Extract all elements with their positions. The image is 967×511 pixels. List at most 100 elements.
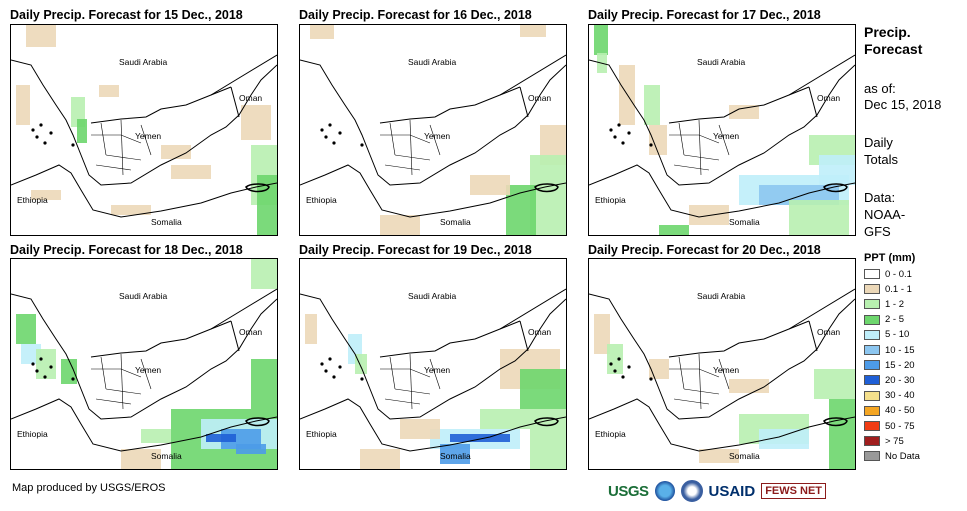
label-saudi-arabia: Saudi Arabia — [697, 291, 745, 301]
legend-class-row: 2 - 5 — [864, 314, 904, 326]
label-somalia: Somalia — [729, 451, 760, 461]
precip-area — [31, 190, 61, 200]
governorate-boundary — [678, 122, 685, 156]
precip-area — [206, 434, 236, 442]
africa-coastline — [300, 164, 566, 218]
panel-title-18-dec: Daily Precip. Forecast for 18 Dec., 2018 — [10, 243, 243, 257]
yemen-oman-border — [230, 320, 240, 352]
legend-swatch-label: 20 - 30 — [885, 374, 915, 386]
island-marker — [338, 365, 342, 369]
island-marker — [360, 143, 364, 147]
governorate-boundary — [120, 353, 124, 410]
governorate-boundary — [394, 388, 431, 395]
label-oman: Oman — [817, 327, 840, 337]
map-canvas: Saudi Arabia Oman Yemen Ethiopia Somalia — [589, 25, 855, 235]
governorate-boundary — [698, 353, 702, 410]
island-marker — [49, 131, 53, 135]
legend-swatch-label: No Data — [885, 450, 920, 462]
legend-swatch — [864, 390, 880, 401]
island-marker — [71, 377, 75, 381]
island-marker — [621, 141, 625, 145]
precip-area — [360, 449, 400, 469]
yemen-oman-border — [519, 320, 529, 352]
precip-area — [121, 449, 161, 469]
legend-swatch — [864, 345, 880, 355]
panel-title-15-dec: Daily Precip. Forecast for 15 Dec., 2018 — [10, 8, 243, 22]
precip-area — [699, 449, 739, 463]
precip-area — [16, 85, 30, 125]
legend-swatch-label: 10 - 15 — [885, 344, 915, 356]
label-saudi-arabia: Saudi Arabia — [408, 57, 456, 67]
island-marker — [332, 141, 336, 145]
precip-area — [829, 399, 855, 469]
legend-swatch-label: 15 - 20 — [885, 359, 915, 371]
socotra-island — [245, 417, 270, 427]
precip-area — [470, 175, 510, 195]
governorate-boundary — [409, 119, 413, 176]
island-marker — [609, 128, 613, 132]
map-canvas: Saudi Arabia Oman Yemen Ethiopia Somalia — [589, 288, 855, 469]
island-marker — [31, 128, 35, 132]
precip-area — [594, 25, 608, 55]
legend-class-row: 0.1 - 1 — [864, 283, 912, 295]
governorate-boundary — [120, 119, 124, 176]
precip-map-18-dec: Saudi Arabia Oman Yemen Ethiopia Somalia — [10, 258, 278, 470]
yemen-oman-border — [808, 320, 818, 352]
legend-swatch — [864, 421, 880, 431]
label-yemen: Yemen — [713, 365, 739, 375]
legend-title-line2: Forecast — [864, 41, 923, 57]
island-marker — [49, 365, 53, 369]
precip-area — [61, 359, 77, 384]
label-somalia: Somalia — [440, 217, 471, 227]
island-marker — [649, 377, 653, 381]
legend-swatch-label: 0.1 - 1 — [885, 283, 912, 295]
socotra-island — [245, 183, 270, 193]
legend-swatch — [864, 329, 880, 340]
legend-daily-line2: Totals — [864, 152, 898, 167]
legend-class-row: 50 - 75 — [864, 420, 915, 432]
precip-map-15-dec: Saudi Arabia Oman Yemen Ethiopia Somalia — [10, 24, 278, 236]
legend-swatch — [864, 451, 880, 462]
precip-map-16-dec: Saudi Arabia Oman Yemen Ethiopia Somalia — [299, 24, 567, 236]
precip-area — [171, 165, 211, 179]
island-marker — [627, 365, 631, 369]
legend-swatch — [864, 405, 880, 416]
legend-class-row: 1 - 2 — [864, 298, 904, 310]
precip-area — [520, 369, 566, 409]
island-marker — [31, 362, 35, 366]
island-marker — [71, 143, 75, 147]
legend-swatch-label: 30 - 40 — [885, 390, 915, 402]
legend-swatch — [864, 269, 880, 279]
island-marker — [320, 128, 324, 132]
island-marker — [332, 375, 336, 379]
legend-asof-date: Dec 15, 2018 — [864, 97, 942, 112]
label-oman: Oman — [528, 93, 551, 103]
precip-area — [305, 314, 317, 344]
fews-net-logo: FEWS NET — [761, 483, 827, 499]
yemen-oman-border — [230, 86, 240, 118]
saudi-oman-border — [788, 288, 855, 330]
legend-swatch-label: 1 - 2 — [885, 298, 905, 310]
label-saudi-arabia: Saudi Arabia — [119, 291, 167, 301]
arabia-coastline — [300, 293, 566, 420]
legend-swatch — [864, 375, 880, 386]
legend-swatch-label: 50 - 75 — [885, 420, 915, 432]
island-marker — [617, 123, 621, 127]
state-seal-icon — [680, 480, 703, 502]
governorate-boundary — [95, 398, 132, 405]
label-somalia: Somalia — [729, 217, 760, 227]
governorate-boundary — [105, 154, 142, 161]
island-marker — [320, 362, 324, 366]
arabia-coastline — [589, 293, 855, 420]
saudi-oman-border — [788, 54, 855, 96]
label-yemen: Yemen — [424, 131, 450, 141]
governorate-boundary — [718, 358, 730, 390]
governorate-boundary — [394, 154, 431, 161]
precip-area — [77, 119, 87, 143]
map-canvas: Saudi Arabia Oman Yemen Ethiopia Somalia — [11, 25, 277, 235]
legend-swatch — [864, 299, 880, 310]
africa-coastline — [11, 164, 277, 218]
socotra-island — [534, 183, 559, 193]
island-marker — [360, 377, 364, 381]
yemen-saudi-border — [668, 320, 810, 358]
